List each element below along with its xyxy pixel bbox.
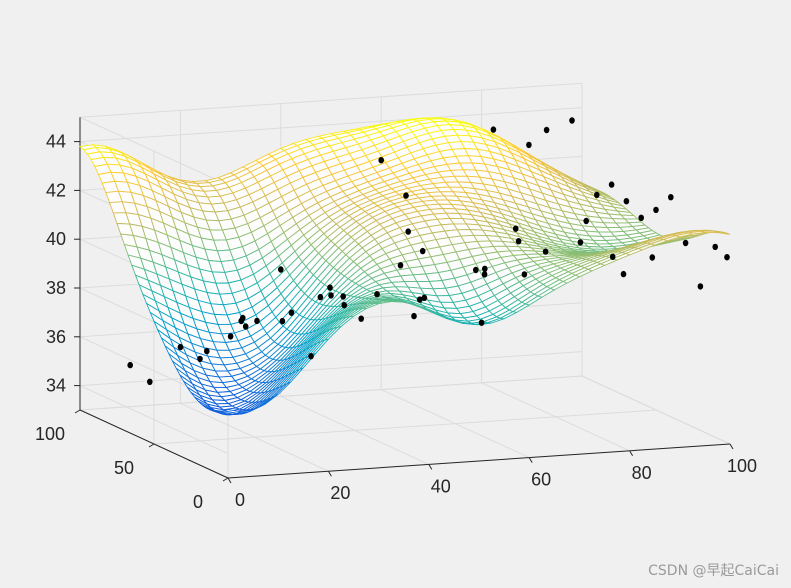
x-axis-line	[227, 443, 731, 479]
x-tick-label: 100	[727, 456, 757, 476]
scatter-point	[405, 228, 412, 235]
scatter-point	[543, 126, 550, 134]
scatter-point	[668, 194, 674, 201]
scatter-point	[490, 126, 497, 133]
scatter-point	[288, 309, 295, 316]
wall-edge	[79, 82, 583, 118]
x-tick-label: 60	[531, 470, 551, 490]
scatter-point	[481, 271, 488, 278]
scatter-point	[328, 292, 334, 299]
watermark: CSDN @早起CaiCai	[648, 563, 779, 579]
z-tick-label: 36	[46, 327, 66, 347]
scatter-point	[638, 214, 644, 221]
x-tick-mark	[327, 470, 332, 477]
scatter-point	[403, 192, 409, 199]
scatter-point	[147, 378, 153, 385]
x-tick-label: 40	[431, 476, 451, 496]
y-tick-mark	[74, 409, 81, 414]
x-tick-mark	[227, 477, 232, 484]
scatter-point	[242, 323, 249, 330]
x-tick-label: 20	[330, 483, 350, 503]
scatter-point	[620, 270, 627, 278]
x-tick-mark	[729, 443, 734, 450]
y-tick-mark	[148, 443, 155, 448]
x-tick-label: 80	[632, 463, 652, 483]
scatter-point	[569, 117, 575, 124]
scatter-point	[317, 293, 324, 301]
scatter-point	[341, 302, 348, 309]
z-tick-label: 40	[46, 229, 66, 249]
scatter-point	[724, 254, 730, 261]
x-tick-mark	[428, 464, 433, 470]
scatter-point	[378, 157, 385, 164]
scatter-point	[697, 283, 704, 290]
scatter-point	[482, 265, 488, 272]
axis-lines	[74, 117, 734, 484]
scatter-point	[127, 361, 133, 369]
scatter-point	[473, 266, 479, 274]
surface-mesh	[78, 117, 731, 416]
scatter-point	[583, 217, 589, 225]
x-tick-mark	[629, 450, 634, 457]
z-tick-label: 44	[46, 132, 66, 152]
scatter-point	[712, 243, 718, 251]
scatter-point	[649, 254, 656, 261]
y-tick-label: 100	[35, 424, 65, 444]
scatter-point	[254, 317, 260, 325]
scatter-point	[238, 317, 244, 325]
scatter-point	[542, 248, 549, 255]
scatter-point	[515, 238, 522, 245]
scatter-point	[177, 343, 184, 351]
scatter-point	[397, 262, 404, 269]
scatter-point	[278, 266, 284, 273]
z-tick-label: 34	[46, 376, 66, 396]
y-tick-label: 0	[193, 492, 203, 512]
scatter-point	[358, 315, 365, 322]
scatter-point	[653, 206, 659, 214]
scatter-point	[411, 312, 417, 320]
scatter-point	[421, 294, 428, 301]
scatter-point	[417, 296, 423, 303]
scatter-point	[682, 239, 689, 247]
scatter-point	[478, 319, 485, 326]
y-floor-gridline	[79, 375, 583, 411]
tick-labels: 0 20 40 60 80 100 0 50 100 34 36 38 40 42 44	[35, 132, 757, 512]
scatter-points	[127, 117, 730, 385]
scatter-point	[374, 291, 380, 298]
scatter-point	[608, 181, 615, 188]
scatter-point	[577, 239, 584, 246]
scatter-point	[279, 317, 286, 325]
scatter-point	[197, 355, 203, 363]
scatter-point	[419, 247, 426, 255]
scatter-point	[609, 253, 616, 260]
z-tick-label: 38	[46, 278, 66, 298]
scatter-point	[227, 333, 234, 340]
y-tick-mark	[222, 477, 229, 482]
z-tick-label: 42	[46, 180, 66, 200]
x-tick-label: 0	[235, 490, 245, 510]
y-floor-gridline	[153, 409, 657, 445]
y-tick-label: 50	[114, 458, 134, 478]
scatter-point	[512, 225, 519, 232]
scatter-point	[340, 293, 347, 300]
scatter-point	[521, 271, 528, 278]
scatter-point	[594, 191, 600, 199]
x-tick-mark	[528, 457, 533, 463]
surface-cell	[713, 230, 731, 235]
scatter-point	[308, 353, 314, 360]
scatter-point	[204, 347, 210, 355]
scatter-point	[327, 284, 333, 291]
scatter-point	[623, 198, 630, 205]
scatter-point	[526, 141, 532, 149]
